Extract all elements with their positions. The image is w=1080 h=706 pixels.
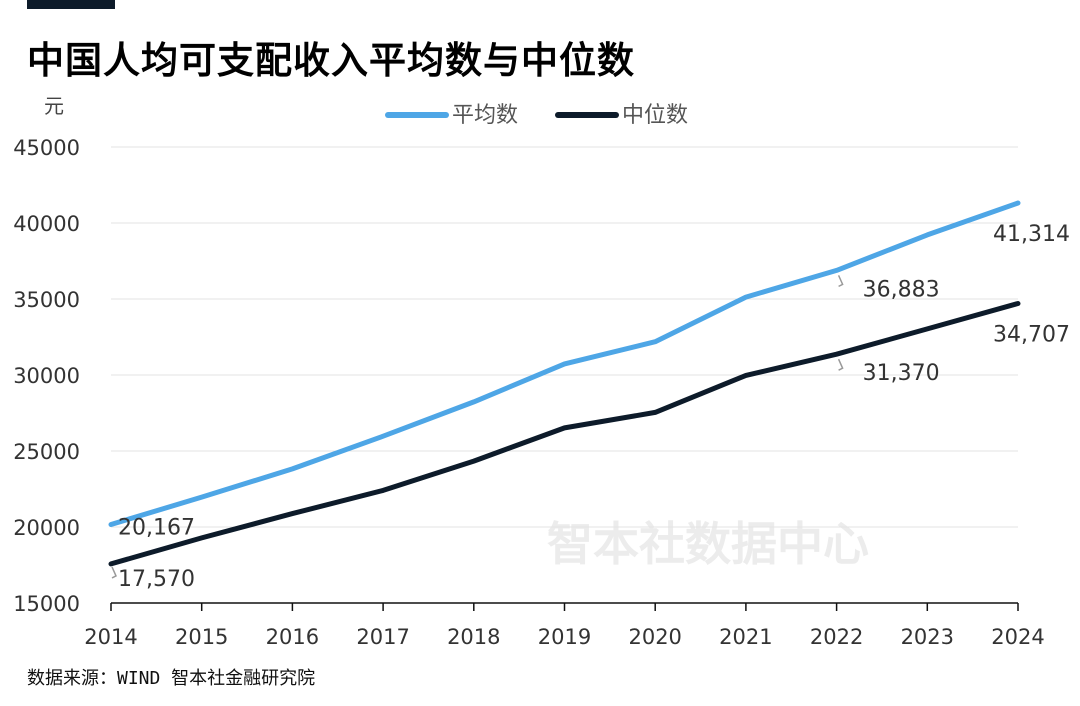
data-label: 31,370 <box>863 361 940 386</box>
y-tick-label: 30000 <box>13 364 80 388</box>
x-tick-label: 2015 <box>175 625 228 649</box>
y-axis-label: 元 <box>44 94 64 118</box>
watermark: 智本社数据中心 <box>547 517 869 571</box>
x-tick-label: 2022 <box>810 625 863 649</box>
legend-label-2: 中位数 <box>622 103 688 128</box>
y-tick-label: 35000 <box>13 288 80 312</box>
y-tick-label: 15000 <box>13 592 80 616</box>
data-label: 34,707 <box>993 322 1070 347</box>
y-tick-label: 20000 <box>13 516 80 540</box>
x-tick-label: 2024 <box>991 625 1044 649</box>
data-label: 20,167 <box>118 515 195 540</box>
title-accent-bar <box>27 0 115 9</box>
annotation-leader <box>111 566 117 579</box>
data-source-note: 数据来源：WIND 智本社金融研究院 <box>27 668 316 689</box>
series-line-1 <box>108 200 1021 527</box>
data-label: 17,570 <box>118 567 195 592</box>
legend-label-1: 平均数 <box>452 103 518 128</box>
x-tick-label: 2021 <box>719 625 772 649</box>
y-tick-label: 45000 <box>13 136 80 160</box>
x-tick-label: 2016 <box>266 625 319 649</box>
x-tick-label: 2023 <box>901 625 954 649</box>
data-label: 41,314 <box>993 222 1070 247</box>
series-line-2 <box>108 301 1021 567</box>
data-label: 36,883 <box>863 277 940 302</box>
x-tick-label: 2014 <box>84 625 137 649</box>
y-tick-label: 40000 <box>13 212 80 236</box>
annotation-leader <box>837 358 844 371</box>
y-tick-label: 25000 <box>13 440 80 464</box>
x-tick-label: 2018 <box>447 625 500 649</box>
x-tick-label: 2020 <box>628 625 681 649</box>
x-tick-label: 2017 <box>356 625 409 649</box>
x-tick-label: 2019 <box>538 625 591 649</box>
chart-title: 中国人均可支配收入平均数与中位数 <box>27 39 635 82</box>
annotation-leader <box>837 275 844 288</box>
